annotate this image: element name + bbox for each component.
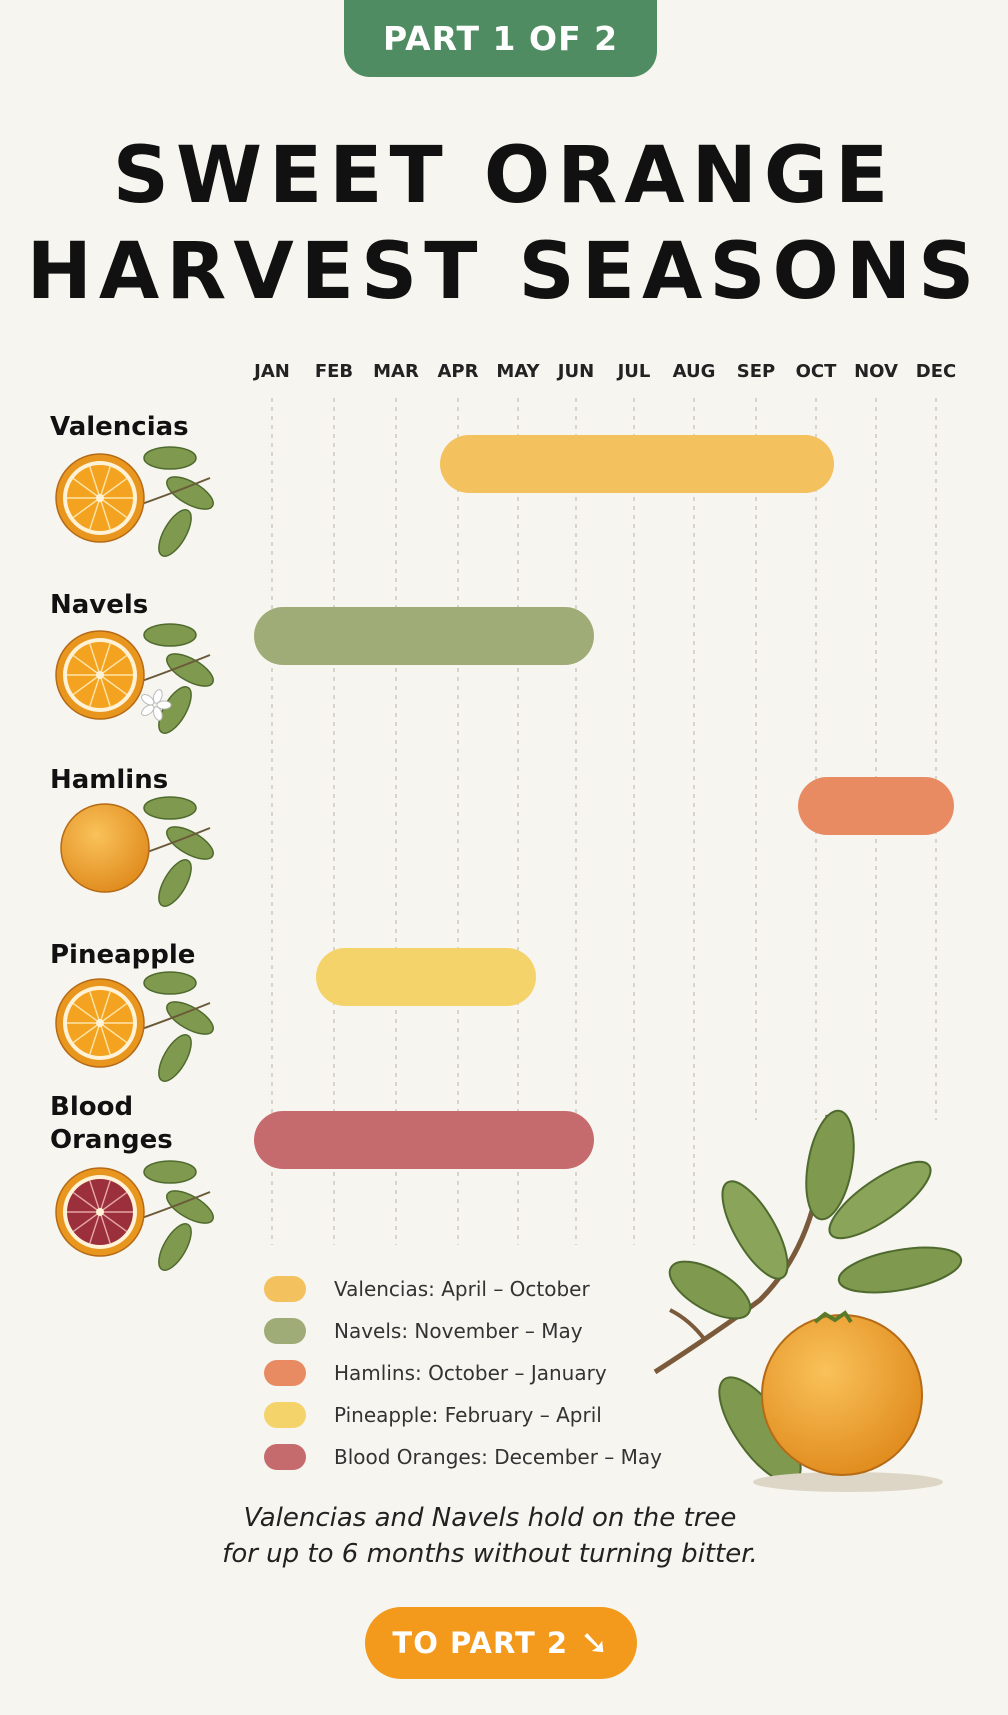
row-label-valencias: Valencias xyxy=(50,412,189,442)
legend-swatch xyxy=(264,1444,306,1470)
legend-swatch xyxy=(264,1276,306,1302)
row-label-navels: Navels xyxy=(50,590,148,620)
blood-orange-icon xyxy=(55,1160,214,1271)
note-line-1: Valencias and Navels hold on the tree xyxy=(243,1503,737,1533)
note-line-2: for up to 6 months without turning bitte… xyxy=(222,1539,758,1569)
season-bar-hamlins xyxy=(798,777,954,835)
row-label-hamlins: Hamlins xyxy=(50,765,168,795)
legend-item: Blood Oranges: December – May xyxy=(264,1436,662,1478)
legend-label: Navels: November – May xyxy=(334,1319,583,1343)
harvest-chart: JAN FEB MAR APR MAY JUN JUL AUG SEP OCT NOV DEC Val… xyxy=(50,361,963,1492)
month-label-oct: OCT xyxy=(796,361,838,382)
month-axis: JAN FEB MAR APR MAY JUN JUL AUG SEP OCT NOV DEC xyxy=(252,361,956,382)
row-label-blood: Blood xyxy=(50,1092,133,1122)
variety-labels: Valencias Navels Hamlins Pineapple BloodOran… xyxy=(50,412,195,1155)
legend-item: Hamlins: October – January xyxy=(264,1352,662,1394)
legend-item: Valencias: April – October xyxy=(264,1268,662,1310)
month-label-apr: APR xyxy=(438,361,479,382)
legend-swatch xyxy=(264,1360,306,1386)
legend-label: Hamlins: October – January xyxy=(334,1361,607,1385)
title-line-2: HARVEST SEASONS xyxy=(26,227,982,317)
legend-item: Pineapple: February – April xyxy=(264,1394,662,1436)
orange-slice-icon xyxy=(55,446,214,557)
month-label-jul: JUL xyxy=(616,361,651,382)
legend-swatch xyxy=(264,1402,306,1428)
row-label-oranges: Oranges xyxy=(50,1125,173,1155)
variety-illustrations xyxy=(55,446,214,1271)
orange-slice-icon xyxy=(55,971,214,1082)
season-bar-valencias xyxy=(440,435,834,493)
month-label-jun: JUN xyxy=(556,361,594,382)
row-label-pineapple: Pineapple xyxy=(50,940,195,970)
legend-label: Pineapple: February – April xyxy=(334,1403,602,1427)
legend-label: Valencias: April – October xyxy=(334,1277,590,1301)
legend: Valencias: April – October Navels: Novemb… xyxy=(264,1268,662,1478)
page-title: SWEET ORANGE HARVEST SEASONS xyxy=(0,128,1008,320)
month-label-aug: AUG xyxy=(673,361,716,382)
to-part-2-label: TO PART 2 xyxy=(392,1626,569,1660)
to-part-2-button[interactable]: TO PART 2 ➘ xyxy=(365,1607,637,1679)
orange-branch-icon xyxy=(653,1109,963,1492)
title-line-1: SWEET ORANGE xyxy=(112,131,896,221)
part-badge-label: PART 1 OF 2 xyxy=(382,19,619,58)
season-bar-navels xyxy=(254,607,594,665)
month-label-dec: DEC xyxy=(916,361,956,382)
month-label-nov: NOV xyxy=(854,361,898,382)
legend-label: Blood Oranges: December – May xyxy=(334,1445,662,1469)
month-label-may: MAY xyxy=(496,361,540,382)
month-label-sep: SEP xyxy=(737,361,775,382)
legend-swatch xyxy=(264,1318,306,1344)
month-label-mar: MAR xyxy=(373,361,419,382)
month-label-feb: FEB xyxy=(315,361,353,382)
season-bar-pineapple xyxy=(316,948,536,1006)
orange-blossom-icon xyxy=(55,623,214,734)
part-badge: PART 1 OF 2 xyxy=(344,0,657,77)
season-bars xyxy=(254,435,954,1169)
arrow-down-right-icon: ➘ xyxy=(580,1623,610,1663)
whole-orange-icon xyxy=(60,796,214,907)
month-gridlines xyxy=(271,398,937,1245)
season-bar-blood-oranges xyxy=(254,1111,594,1169)
month-label-jan: JAN xyxy=(252,361,290,382)
note: Valencias and Navels hold on the tree fo… xyxy=(0,1500,980,1572)
legend-item: Navels: November – May xyxy=(264,1310,662,1352)
